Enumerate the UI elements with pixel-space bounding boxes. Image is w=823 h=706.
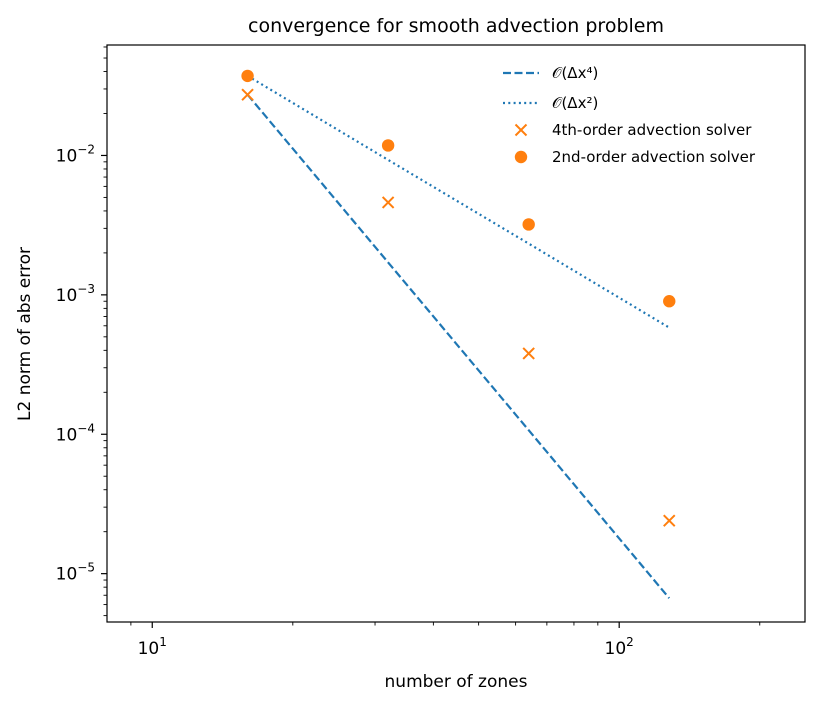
data-point-circle [241,69,254,83]
data-point-circle [522,218,535,231]
series-line-1 [247,74,670,329]
series-line-0 [246,93,671,599]
data-point-circle [663,295,676,308]
y-tick-label: 10−3 [56,282,95,306]
data-point-circle [381,139,395,152]
y-axis-label: L2 norm of abs error [15,247,35,421]
legend-label: 𝒪(Δx²) [552,94,598,112]
chart-title: convergence for smooth advection problem [248,15,664,37]
legend: 𝒪(Δx⁴) 𝒪(Δx²) 4th-order advection solver 2n… [503,64,756,166]
series-layer [241,69,676,599]
legend-label: 𝒪(Δx⁴) [552,64,598,82]
plot-frame [106,44,806,623]
x-tick-label: 102 [605,635,634,659]
data-point-x [381,196,395,209]
x-axis-label: number of zones [385,672,528,692]
y-tick-label: 10−5 [56,561,95,585]
legend-swatch-circle [514,150,528,164]
plot-area: 101 102 10−2 10−3 10−4 10−5 [56,44,806,659]
data-point-x [241,88,254,101]
axes-layer: 101 102 10−2 10−3 10−4 10−5 [56,46,761,659]
y-tick-label: 10−2 [56,142,95,166]
x-tick-label: 101 [138,635,167,659]
legend-label: 4th-order advection solver [552,121,752,139]
legend-swatch-x [514,123,528,137]
y-tick-label: 10−4 [56,421,95,445]
data-point-x [522,347,535,360]
data-point-x [663,514,676,527]
legend-label: 2nd-order advection solver [552,148,756,166]
